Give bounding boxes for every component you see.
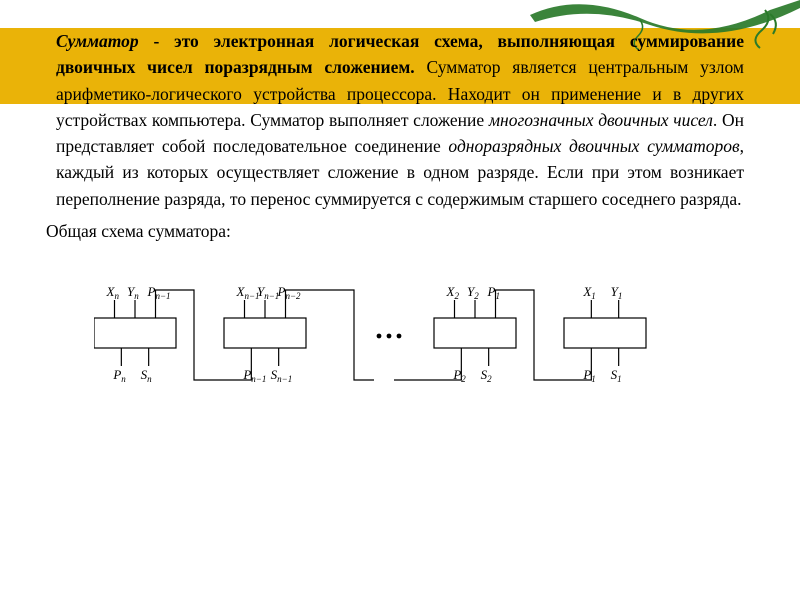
- mnog: многозначных двоичных чисел: [489, 110, 713, 130]
- content: Сумматор - это электронная логическая сх…: [0, 0, 800, 420]
- scheme-label: Общая схема сумматора:: [46, 218, 744, 244]
- svg-text:S1: S1: [611, 367, 622, 384]
- svg-text:Y1: Y1: [611, 284, 623, 301]
- svg-text:Xn−1: Xn−1: [236, 284, 260, 301]
- definition-paragraph: Сумматор - это электронная логическая сх…: [56, 28, 744, 212]
- svg-text:Pn−1: Pn−1: [147, 284, 171, 301]
- svg-text:P1: P1: [582, 367, 595, 384]
- svg-text:Sn: Sn: [141, 367, 153, 384]
- svg-text:Pn: Pn: [112, 367, 126, 384]
- svg-text:P2: P2: [452, 367, 466, 384]
- svg-text:Pn−1: Pn−1: [242, 367, 266, 384]
- svg-text:S2: S2: [481, 367, 493, 384]
- svg-text:X1: X1: [582, 284, 595, 301]
- svg-text:Sn−1: Sn−1: [271, 367, 293, 384]
- svg-text:P1: P1: [487, 284, 500, 301]
- term: Сумматор: [56, 31, 139, 51]
- adder-diagram: Xn Yn Pn−1 Pn Sn Xn−1Yn−1Pn−2 Pn−1 Sn−1 X2 Y2 P1 P2…: [94, 280, 744, 420]
- svg-text:Yn: Yn: [127, 284, 139, 301]
- odnor: одноразрядных двоичных сумматоров: [448, 136, 739, 156]
- svg-text:Xn: Xn: [106, 284, 120, 301]
- svg-text:X2: X2: [446, 284, 460, 301]
- svg-text:Pn−2: Pn−2: [277, 284, 302, 301]
- svg-text:Y2: Y2: [467, 284, 479, 301]
- svg-text:Yn−1: Yn−1: [257, 284, 279, 301]
